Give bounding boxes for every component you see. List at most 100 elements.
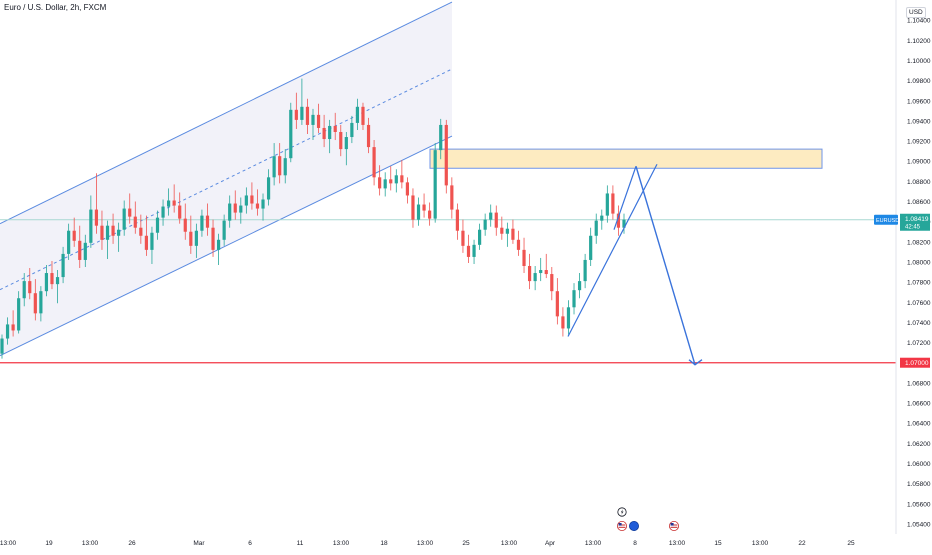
candle (172, 184, 176, 213)
candle (83, 234, 87, 267)
candle-body (539, 270, 543, 274)
candle-body (583, 259, 587, 282)
candle (455, 203, 459, 240)
us-flag-event-icon[interactable] (669, 521, 680, 532)
candle-body (366, 124, 371, 148)
candle-body (311, 114, 315, 125)
candle-body (494, 212, 498, 228)
current-price-tag (900, 213, 930, 231)
candle (472, 239, 476, 264)
candle (39, 286, 43, 322)
candle-body (294, 109, 298, 120)
candle (211, 219, 215, 257)
price-tick-label: 1.08000 (907, 259, 931, 266)
candle-body (600, 215, 604, 221)
candle (611, 185, 615, 220)
candle-body (283, 158, 287, 176)
time-tick-label: 13:00 (417, 540, 434, 547)
candle-body (200, 215, 204, 231)
candle (17, 291, 21, 334)
countdown-timer: 42:45 (905, 225, 921, 231)
candle-body (250, 195, 254, 204)
candle-body (216, 239, 221, 250)
currency-label[interactable]: USD (906, 7, 926, 18)
candle-body (5, 324, 10, 339)
time-tick-label: Apr (545, 540, 556, 547)
candle-body (322, 127, 326, 140)
candle-body (422, 204, 426, 211)
candle (583, 253, 587, 289)
candle-body (511, 228, 515, 240)
drawings-layer (0, 1, 896, 364)
candle (283, 149, 287, 184)
candle-body (111, 225, 115, 236)
candle-body (89, 209, 93, 243)
candle (577, 273, 582, 299)
candle (494, 205, 498, 236)
candle-body (400, 175, 404, 183)
price-tick-label: 1.05600 (907, 501, 931, 508)
candle (483, 213, 487, 236)
eu-flag-event-icon[interactable] (629, 521, 640, 532)
price-tick-label: 1.06000 (907, 461, 931, 468)
candle (411, 188, 415, 228)
candle-body (378, 177, 382, 189)
candle-body (305, 106, 310, 125)
candle-body (566, 307, 571, 329)
candle-body (178, 205, 182, 219)
candle-body (144, 235, 148, 250)
wedge-upper-line (613, 166, 637, 230)
candle (378, 165, 382, 196)
events-layer (617, 507, 680, 532)
candle (194, 223, 198, 258)
candle-body (572, 290, 576, 308)
candle-body (167, 200, 171, 207)
candle-body (94, 209, 99, 226)
candle (44, 264, 49, 297)
candle-body (439, 124, 443, 151)
channel-background (0, 2, 452, 356)
us-flag-event-icon[interactable] (617, 521, 628, 532)
candle-body (67, 230, 71, 254)
time-tick-label: 13:00 (585, 540, 602, 547)
price-tick-label: 1.10000 (907, 58, 931, 65)
price-tick-label: 1.07800 (907, 280, 931, 287)
candle-body (22, 281, 26, 299)
candle-body (189, 231, 193, 246)
time-tick-label: 11 (297, 540, 304, 547)
candle (600, 209, 604, 230)
candle-body (616, 213, 621, 228)
candle (111, 213, 115, 244)
candle (450, 177, 454, 219)
time-tick-label: 6 (248, 540, 252, 547)
candle-body (544, 270, 548, 275)
candle (139, 214, 143, 244)
candle-body (344, 137, 348, 150)
candle (616, 205, 621, 236)
candle (572, 283, 576, 315)
channel-lower-line (0, 135, 453, 357)
candle (566, 300, 571, 335)
candle-body (266, 177, 271, 200)
candle (439, 118, 443, 160)
candle (272, 143, 276, 186)
candle-body (461, 230, 465, 246)
candle (422, 193, 426, 218)
candle (94, 173, 99, 234)
candle-body (416, 204, 421, 220)
price-tick-label: 1.05400 (907, 521, 931, 528)
candle (383, 172, 387, 197)
candle (178, 192, 182, 224)
candle-body (261, 199, 265, 209)
candle (350, 115, 354, 144)
candle-body (589, 235, 593, 260)
candle-body (350, 122, 354, 138)
candle-body (233, 203, 237, 213)
candle (244, 187, 248, 214)
price-tick-label: 1.07400 (907, 320, 931, 327)
candle (533, 265, 537, 291)
candle (594, 213, 598, 244)
candle (5, 317, 10, 345)
